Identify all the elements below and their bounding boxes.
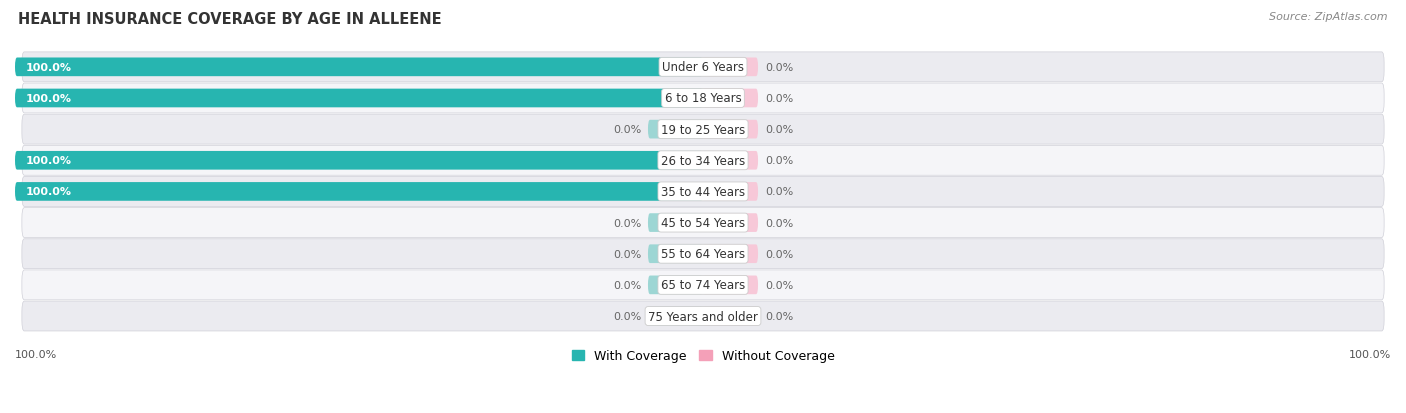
FancyBboxPatch shape [703, 276, 758, 294]
FancyBboxPatch shape [22, 84, 1384, 114]
FancyBboxPatch shape [15, 58, 703, 77]
FancyBboxPatch shape [22, 270, 1384, 300]
FancyBboxPatch shape [22, 146, 1384, 176]
FancyBboxPatch shape [22, 208, 1384, 238]
Text: 0.0%: 0.0% [613, 125, 641, 135]
FancyBboxPatch shape [703, 152, 758, 170]
FancyBboxPatch shape [22, 53, 1384, 83]
Text: 0.0%: 0.0% [613, 311, 641, 321]
Text: 100.0%: 100.0% [25, 94, 72, 104]
Text: 75 Years and older: 75 Years and older [648, 310, 758, 323]
Text: 0.0%: 0.0% [765, 218, 793, 228]
Text: 45 to 54 Years: 45 to 54 Years [661, 216, 745, 230]
Text: 19 to 25 Years: 19 to 25 Years [661, 123, 745, 136]
Text: HEALTH INSURANCE COVERAGE BY AGE IN ALLEENE: HEALTH INSURANCE COVERAGE BY AGE IN ALLE… [18, 12, 441, 27]
Legend: With Coverage, Without Coverage: With Coverage, Without Coverage [567, 344, 839, 368]
Text: Under 6 Years: Under 6 Years [662, 61, 744, 74]
Text: 0.0%: 0.0% [765, 187, 793, 197]
FancyBboxPatch shape [22, 177, 1384, 207]
Text: 65 to 74 Years: 65 to 74 Years [661, 279, 745, 292]
Text: 0.0%: 0.0% [765, 156, 793, 166]
FancyBboxPatch shape [15, 152, 703, 170]
FancyBboxPatch shape [648, 276, 703, 294]
FancyBboxPatch shape [703, 183, 758, 201]
FancyBboxPatch shape [703, 121, 758, 139]
Text: 26 to 34 Years: 26 to 34 Years [661, 154, 745, 167]
Text: 100.0%: 100.0% [25, 156, 72, 166]
Text: 55 to 64 Years: 55 to 64 Years [661, 248, 745, 261]
FancyBboxPatch shape [703, 90, 758, 108]
Text: 35 to 44 Years: 35 to 44 Years [661, 185, 745, 198]
FancyBboxPatch shape [648, 121, 703, 139]
FancyBboxPatch shape [648, 245, 703, 263]
Text: 100.0%: 100.0% [25, 187, 72, 197]
Text: 0.0%: 0.0% [613, 218, 641, 228]
Text: 0.0%: 0.0% [765, 280, 793, 290]
FancyBboxPatch shape [703, 214, 758, 233]
Text: 6 to 18 Years: 6 to 18 Years [665, 92, 741, 105]
FancyBboxPatch shape [15, 90, 703, 108]
FancyBboxPatch shape [703, 245, 758, 263]
Text: 0.0%: 0.0% [613, 249, 641, 259]
Text: 0.0%: 0.0% [613, 280, 641, 290]
Text: 100.0%: 100.0% [1348, 349, 1391, 359]
Text: Source: ZipAtlas.com: Source: ZipAtlas.com [1270, 12, 1388, 22]
Text: 0.0%: 0.0% [765, 63, 793, 73]
Text: 0.0%: 0.0% [765, 249, 793, 259]
FancyBboxPatch shape [15, 183, 703, 201]
FancyBboxPatch shape [648, 307, 703, 325]
Text: 0.0%: 0.0% [765, 125, 793, 135]
Text: 100.0%: 100.0% [25, 63, 72, 73]
FancyBboxPatch shape [648, 214, 703, 233]
FancyBboxPatch shape [703, 307, 758, 325]
FancyBboxPatch shape [22, 239, 1384, 269]
Text: 0.0%: 0.0% [765, 311, 793, 321]
Text: 0.0%: 0.0% [765, 94, 793, 104]
Text: 100.0%: 100.0% [15, 349, 58, 359]
FancyBboxPatch shape [703, 58, 758, 77]
FancyBboxPatch shape [22, 115, 1384, 145]
FancyBboxPatch shape [22, 301, 1384, 331]
